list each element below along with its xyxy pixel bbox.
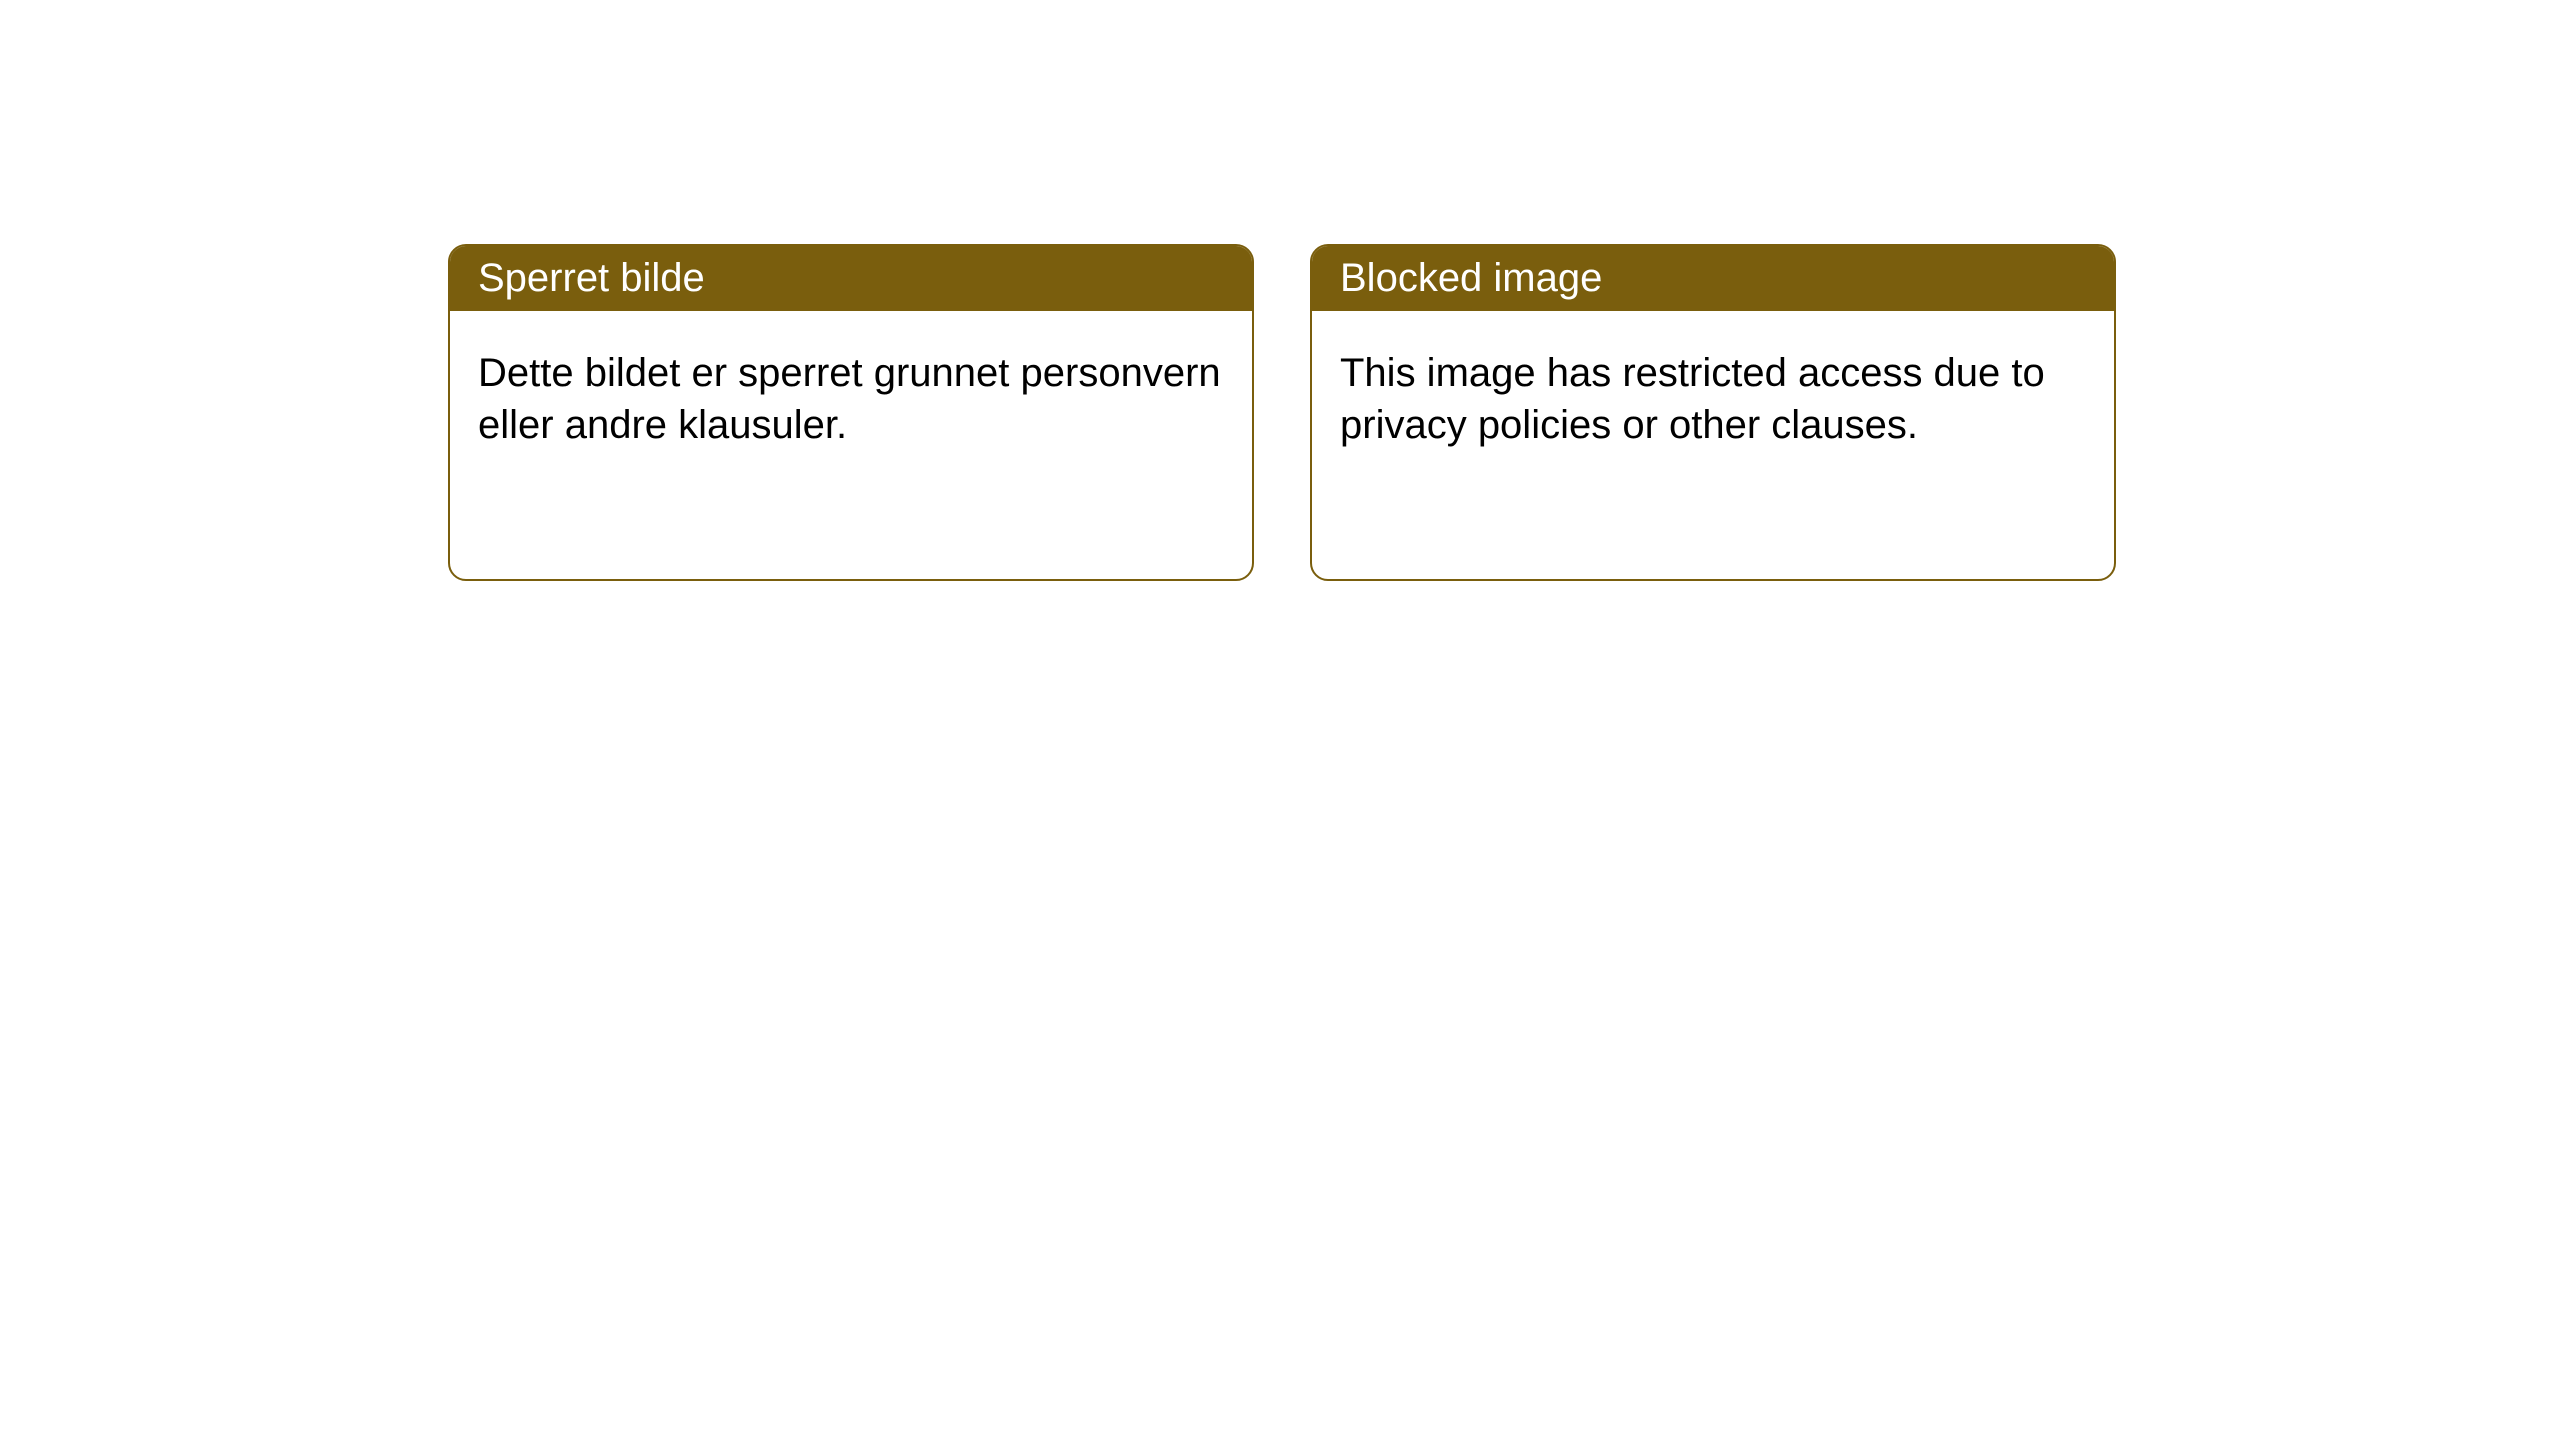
card-body-no: Dette bildet er sperret grunnet personve… <box>450 311 1252 487</box>
card-header-no: Sperret bilde <box>450 246 1252 311</box>
card-header-en: Blocked image <box>1312 246 2114 311</box>
card-body-text-en: This image has restricted access due to … <box>1340 351 2045 447</box>
card-header-text-no: Sperret bilde <box>478 256 705 300</box>
card-body-text-no: Dette bildet er sperret grunnet personve… <box>478 351 1221 447</box>
card-header-text-en: Blocked image <box>1340 256 1602 300</box>
blocked-image-card-no: Sperret bilde Dette bildet er sperret gr… <box>448 244 1254 581</box>
cards-container: Sperret bilde Dette bildet er sperret gr… <box>0 0 2560 581</box>
blocked-image-card-en: Blocked image This image has restricted … <box>1310 244 2116 581</box>
card-body-en: This image has restricted access due to … <box>1312 311 2114 487</box>
